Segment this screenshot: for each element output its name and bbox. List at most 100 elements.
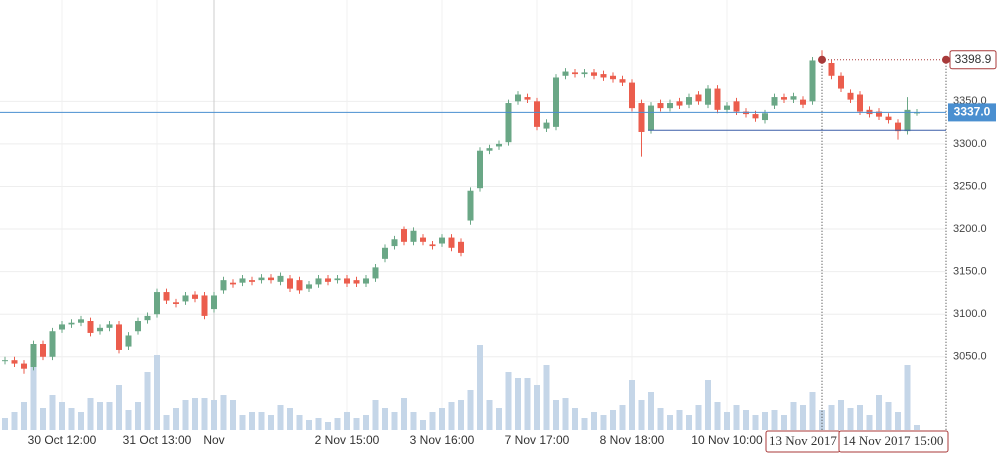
candle-body: [353, 280, 360, 284]
candle-body: [695, 94, 702, 102]
candle-body: [211, 295, 217, 310]
volume-bar: [258, 412, 265, 430]
candle-body: [97, 327, 103, 332]
volume-bar: [363, 415, 369, 430]
candle-body: [268, 277, 274, 281]
measure-price-label: 3398.9: [955, 52, 992, 66]
candle-body: [657, 103, 664, 109]
candle-body: [895, 122, 901, 132]
measure-end-label: 14 Nov 2017 15:00: [843, 433, 944, 448]
volume-bar: [2, 418, 8, 430]
candle-body: [2, 360, 8, 362]
volume-bar: [306, 420, 312, 430]
volume-bar: [515, 378, 521, 430]
candle-body: [458, 241, 464, 253]
volume-bar: [439, 408, 445, 430]
volume-bar: [781, 415, 787, 430]
candle-body: [154, 292, 160, 315]
candle-body: [619, 79, 626, 83]
candle-body: [591, 72, 597, 76]
volume-bar: [800, 405, 806, 430]
candle-body: [429, 244, 436, 247]
candle-body: [239, 278, 246, 283]
candle-body: [572, 72, 578, 75]
volume-bar: [914, 425, 920, 430]
volume-bar: [21, 402, 27, 430]
volume-bar: [686, 415, 692, 430]
candle-body: [515, 94, 521, 102]
volume-bar: [496, 408, 502, 430]
candle-body: [667, 103, 673, 109]
volume-bar: [239, 415, 246, 430]
volume-bar: [230, 400, 236, 430]
volume-bar: [866, 415, 873, 430]
x-tick-label: 7 Nov 17:00: [505, 433, 570, 447]
candle-body: [496, 143, 502, 147]
candle-body: [68, 322, 75, 325]
volume-bar: [372, 400, 379, 430]
last-price-box: [948, 103, 996, 122]
volume-bar: [11, 412, 18, 430]
volume-bar: [838, 400, 844, 430]
volume-bar: [724, 412, 730, 430]
candle-body: [534, 101, 540, 127]
volume-bar: [49, 395, 56, 430]
candle-body: [21, 363, 27, 369]
volume-bar: [296, 415, 303, 430]
candle-body: [448, 237, 455, 248]
volume-bar: [344, 412, 350, 430]
volume-bar: [667, 415, 673, 430]
volume-bar: [904, 365, 911, 430]
candle-body: [249, 280, 255, 282]
volume-bar: [154, 355, 160, 430]
volume-bar: [752, 415, 759, 430]
volume-bar: [762, 412, 768, 430]
candle-body: [135, 321, 141, 332]
candle-body: [30, 344, 37, 367]
candle-body: [904, 109, 911, 132]
volume-bar: [116, 385, 122, 430]
candle-body: [163, 292, 170, 301]
candle-body: [581, 72, 588, 75]
x-tick-label: 3 Nov 16:00: [410, 433, 475, 447]
candle-body: [676, 101, 683, 106]
candle-body: [296, 280, 303, 291]
candle-body: [562, 71, 569, 76]
candle-body: [182, 295, 189, 302]
volume-bar: [59, 402, 65, 430]
candle-body: [828, 63, 835, 76]
volume-bar: [505, 372, 512, 430]
volume-bar: [705, 380, 711, 430]
candle-body: [610, 75, 616, 80]
volume-bar: [277, 405, 284, 430]
candle-body: [838, 75, 844, 89]
volume-bar: [562, 398, 569, 430]
volume-bar: [458, 400, 464, 430]
volume-bar: [876, 395, 882, 430]
candle-body: [638, 103, 645, 132]
candle-body: [382, 247, 388, 259]
volume-bar: [695, 405, 702, 430]
volume-bar: [847, 408, 854, 430]
candle-body: [315, 278, 322, 285]
candle-body: [771, 97, 778, 106]
volume-bar: [714, 402, 721, 430]
candle-body: [87, 321, 94, 333]
candle-body: [40, 344, 46, 357]
volume-bar: [201, 398, 208, 430]
volume-bar: [192, 398, 198, 430]
x-tick-label: 10 Nov 10:00: [691, 433, 763, 447]
candle-body: [363, 278, 369, 284]
volume-bar: [619, 405, 626, 430]
volume-bar: [106, 402, 113, 430]
volume-bar: [268, 415, 274, 430]
volume-bar: [87, 398, 94, 430]
volume-bar: [144, 372, 151, 430]
volume-bar: [477, 345, 483, 430]
measure-dot: [818, 55, 826, 64]
measure-dot: [942, 55, 950, 64]
candle-body: [11, 360, 18, 364]
volume-bar: [30, 365, 37, 430]
volume-bar: [638, 400, 645, 430]
